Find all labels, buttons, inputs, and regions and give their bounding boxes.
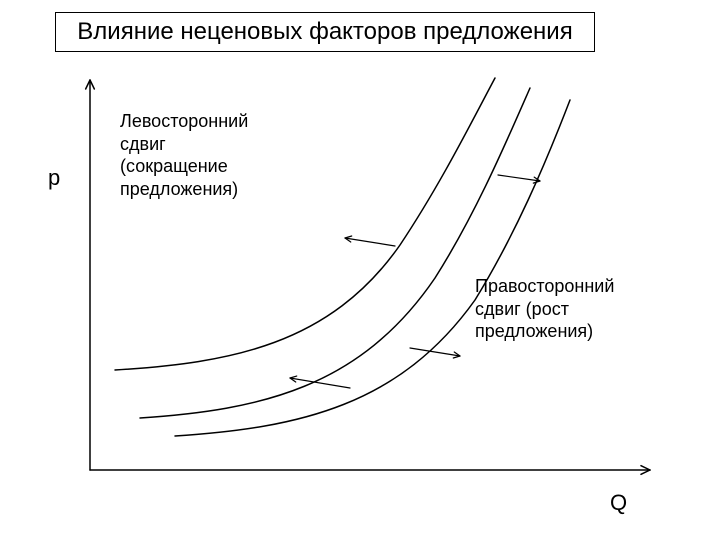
curves-group	[115, 78, 570, 436]
diagram-stage: Влияние неценовых факторов предложения p…	[0, 0, 720, 540]
shift-arrow-right-0	[410, 348, 460, 358]
shift-arrow-left-1	[345, 236, 395, 246]
supply-curve-right	[175, 100, 570, 436]
shift-arrow-left-0	[290, 376, 350, 388]
supply-curve-middle	[140, 88, 530, 418]
shift-arrow-right-1	[498, 175, 540, 183]
supply-curve-left	[115, 78, 495, 370]
plot-svg	[0, 0, 720, 540]
arrows-group	[290, 175, 540, 388]
